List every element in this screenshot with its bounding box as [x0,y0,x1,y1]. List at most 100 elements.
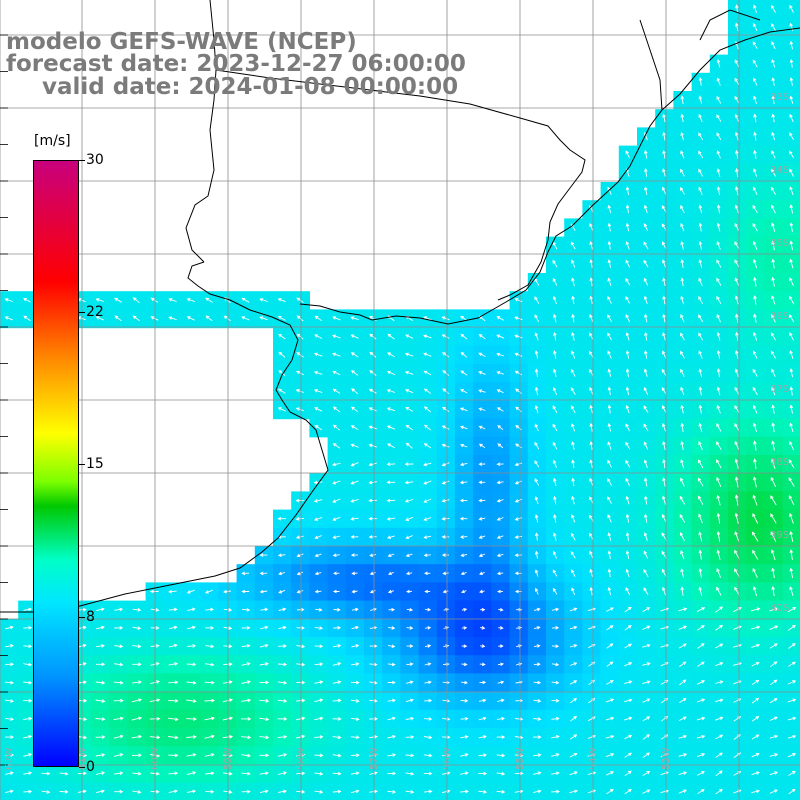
wind-vector-arrow [752,476,757,488]
wind-vector-arrow [314,553,322,558]
wind-vector-arrow [734,531,740,542]
wind-vector-arrow [186,771,197,776]
wind-vector-arrow [752,186,758,196]
wind-vector-arrow [716,368,721,378]
wind-vector-arrow [314,626,324,630]
wind-vector-arrow [459,407,468,412]
wind-vector-arrow [662,332,666,341]
colorbar [33,160,79,767]
wind-vector-arrow [333,571,340,576]
wind-vector-arrow [515,425,522,431]
wind-vector-arrow [607,204,612,214]
wind-vector-arrow [296,315,304,322]
wind-vector-arrow [789,368,794,378]
wind-vector-arrow [386,389,396,393]
wind-vector-arrow [350,699,360,703]
wind-vector-arrow [168,662,179,666]
wind-vector-arrow [625,423,631,432]
wind-vector-arrow [625,568,630,578]
wind-vector-arrow [241,662,251,666]
wind-vector-arrow [625,204,630,214]
lon-label: 54W [588,747,599,770]
wind-vector-arrow [461,662,468,667]
wind-speed-cell [782,91,800,110]
wind-vector-arrow [788,459,795,469]
wind-vector-arrow [753,440,757,451]
wind-vector-arrow [662,350,667,359]
wind-vector-arrow [332,753,342,758]
wind-vector-arrow [698,222,703,232]
wind-vector-arrow [571,331,575,341]
wind-vector-arrow [168,789,178,794]
wind-vector-arrow [698,314,704,323]
wind-vector-arrow [642,643,651,648]
wind-vector-arrow [753,458,757,470]
wind-vector-arrow [751,771,760,776]
wind-vector-arrow [680,259,685,268]
wind-vector-arrow [314,407,323,412]
wind-vector-arrow [386,517,396,521]
wind-vector-arrow [680,222,685,232]
wind-vector-arrow [478,498,486,503]
wind-vector-arrow [333,607,341,612]
wind-vector-arrow [496,553,504,558]
wind-vector-arrow [167,717,179,722]
wind-speed-cell [782,36,800,56]
wind-vector-arrow [771,313,776,323]
wind-vector-arrow [350,535,359,539]
wind-vector-arrow [625,259,631,268]
wind-vector-arrow [131,680,142,685]
wind-vector-arrow [752,204,758,214]
wind-vector-arrow [534,314,540,323]
wind-vector-arrow [679,514,686,523]
wind-vector-arrow [734,405,740,414]
wind-vector-arrow [388,607,396,612]
wind-vector-arrow [661,241,667,250]
wind-vector-arrow [186,680,197,685]
wind-vector-arrow [96,644,106,648]
wind-vector-arrow [589,386,594,396]
wind-vector-arrow [534,423,539,432]
wind-vector-arrow [716,350,721,359]
wind-vector-arrow [388,571,394,576]
wind-vector-arrow [368,388,377,394]
wind-vector-arrow [734,512,739,524]
wind-vector-arrow [459,480,468,485]
wind-vector-arrow [788,624,796,631]
wind-vector-arrow [514,480,522,485]
wind-vector-arrow [624,770,632,777]
wind-vector-arrow [607,568,612,578]
wind-vector-arrow [369,571,376,576]
wind-vector-arrow [460,389,468,394]
wind-vector-arrow [624,643,633,649]
wind-vector-arrow [698,531,703,542]
wind-vector-arrow [95,680,106,685]
wind-vector-arrow [643,295,648,305]
wind-vector-arrow [314,571,322,576]
lat-label: 36S [770,311,789,322]
wind-vector-arrow [534,478,540,486]
wind-speed-cell [782,254,800,274]
wind-vector-arrow [442,699,451,703]
wind-vector-arrow [607,350,612,359]
wind-vector-arrow [771,41,776,50]
wind-vector-arrow [387,352,395,358]
wind-vector-arrow [277,516,286,521]
wind-vector-arrow [589,223,594,232]
wind-vector-arrow [642,752,650,758]
wind-vector-arrow [131,734,143,739]
wind-vector-arrow [480,607,486,612]
wind-vector-arrow [496,316,505,321]
wind-vector-arrow [168,643,178,648]
wind-vector-arrow [5,644,14,648]
lon-label: 58W [296,747,307,770]
wind-vector-arrow [332,406,340,413]
wind-vector-arrow [332,388,341,394]
wind-vector-arrow [751,697,760,704]
wind-vector-arrow [516,607,523,612]
wind-vector-arrow [607,332,612,341]
wind-vector-arrow [680,568,684,578]
wind-vector-arrow [23,315,31,322]
wind-vector-arrow [259,680,270,685]
valid-date: valid date: 2024-01-08 00:00:00 [42,74,459,100]
